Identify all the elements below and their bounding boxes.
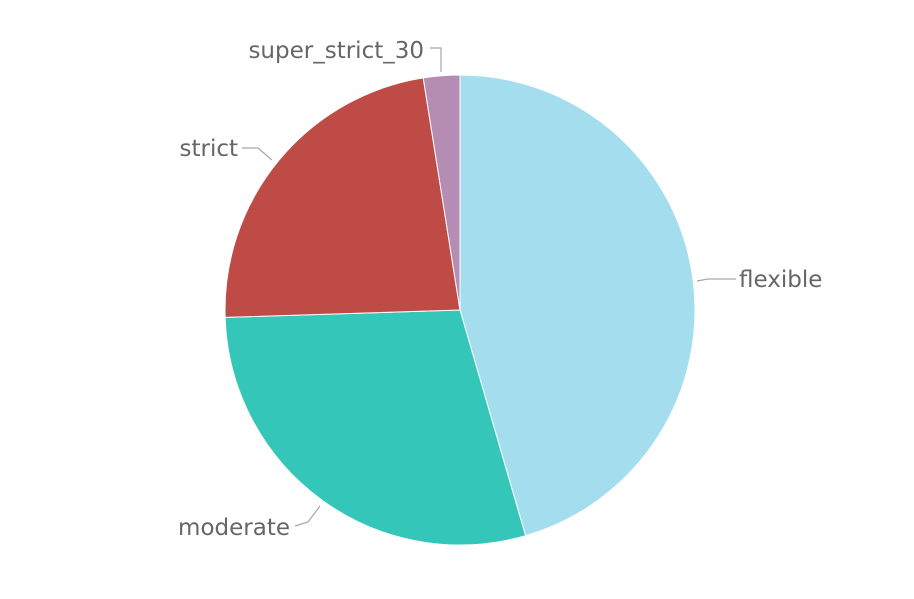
pie-slice-strict <box>224 77 461 318</box>
slice-label-strict: strict <box>179 136 238 162</box>
slice-label-flexible: flexible <box>739 267 822 293</box>
leader-line-super-strict-30 <box>430 47 442 72</box>
leader-line-flexible <box>696 278 736 282</box>
pie-slice-moderate <box>224 309 527 546</box>
slice-label-super-strict-30: super_strict_30 <box>248 38 424 64</box>
leader-line-strict <box>242 147 273 161</box>
pie-slice-super-strict-30 <box>422 74 461 311</box>
pie-slice-flexible <box>459 74 696 537</box>
leader-line-moderate <box>294 505 321 527</box>
slice-label-moderate: moderate <box>178 515 290 541</box>
